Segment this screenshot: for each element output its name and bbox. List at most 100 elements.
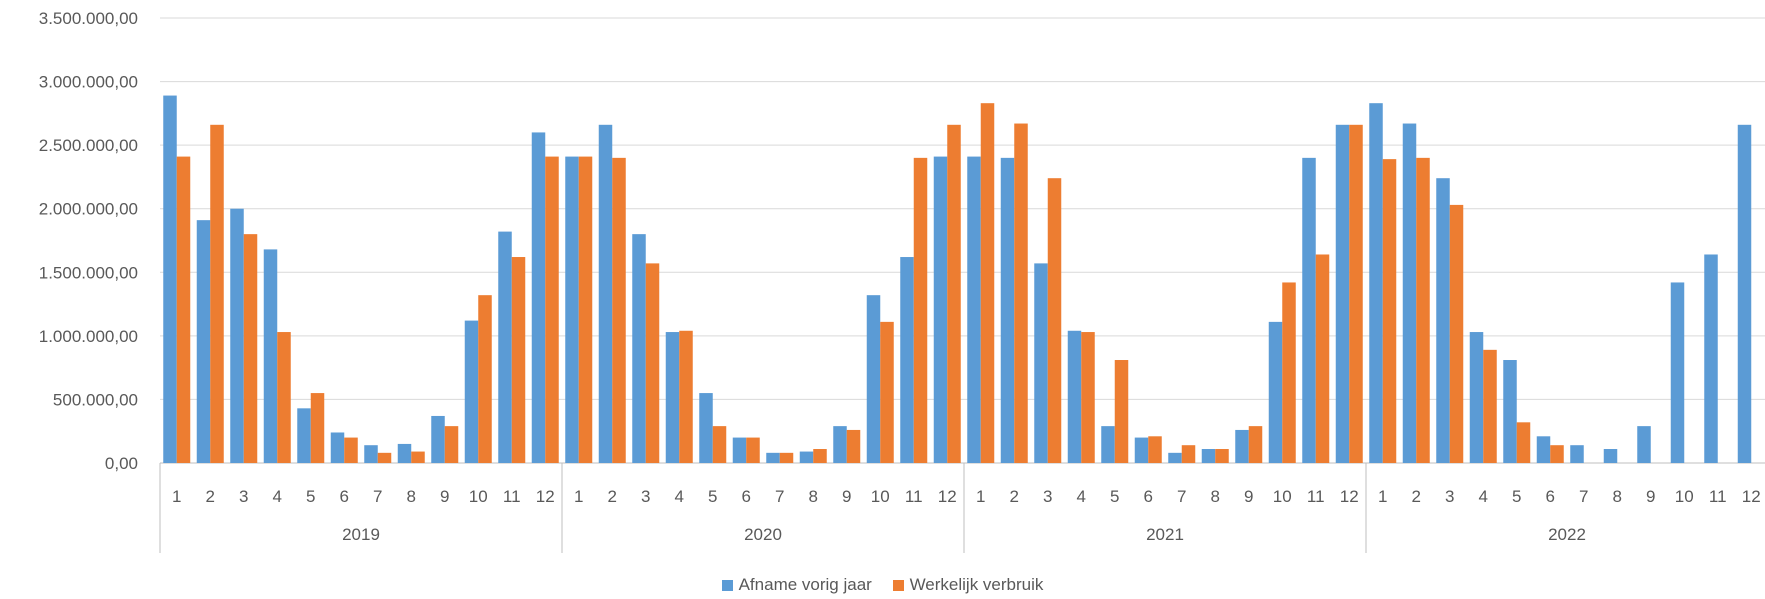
bar-series-1 [1302, 157, 1316, 463]
bar-series-1 [1235, 429, 1249, 463]
month-label: 12 [1340, 487, 1359, 506]
month-label: 9 [1244, 487, 1253, 506]
bar-series-1 [1503, 360, 1517, 463]
month-label: 10 [1273, 487, 1292, 506]
month-label: 3 [239, 487, 248, 506]
bar-series-1 [1737, 124, 1752, 464]
bar-series-1 [632, 234, 646, 463]
month-label: 8 [1211, 487, 1220, 506]
bar-series-2 [1449, 204, 1464, 463]
bar-series-1 [1000, 157, 1015, 463]
bar-series-1 [833, 426, 847, 463]
bar-series-2 [1349, 124, 1363, 464]
bar-series-2 [1114, 360, 1129, 463]
bar-series-2 [377, 452, 392, 463]
bar-series-2 [511, 257, 526, 463]
bar-series-2 [344, 437, 358, 463]
bar-series-1 [1670, 282, 1685, 463]
bar-series-2 [478, 295, 492, 463]
bar-series-1 [498, 231, 512, 463]
bar-series-1 [263, 249, 278, 463]
bar-series-2 [1148, 436, 1162, 463]
bar-series-2 [444, 426, 459, 463]
bar-series-1 [1134, 437, 1149, 463]
month-label: 9 [440, 487, 449, 506]
bar-series-2 [310, 393, 325, 463]
bar-series-2 [712, 426, 727, 463]
bar-series-1 [330, 432, 345, 463]
month-label: 12 [1742, 487, 1761, 506]
bar-series-2 [612, 157, 626, 463]
bar-series-1 [1469, 332, 1484, 463]
bar-series-1 [1704, 254, 1718, 463]
month-label: 11 [1709, 487, 1727, 506]
bar-series-2 [645, 263, 660, 463]
bar-series-2 [1047, 178, 1062, 463]
bar-series-1 [1101, 426, 1115, 463]
month-label: 2 [1412, 487, 1421, 506]
legend-label-series-1: Afname vorig jaar [738, 575, 872, 594]
bar-series-2 [947, 124, 961, 464]
month-label: 3 [1043, 487, 1052, 506]
bar-series-2 [1382, 159, 1397, 463]
year-label: 2022 [1548, 525, 1586, 544]
month-label: 3 [641, 487, 650, 506]
month-label: 4 [1479, 487, 1488, 506]
legend-swatch-series-2 [892, 579, 904, 591]
month-label: 8 [1613, 487, 1622, 506]
month-label: 6 [1546, 487, 1555, 506]
bar-series-2 [176, 156, 191, 464]
month-label: 4 [273, 487, 282, 506]
bar-series-1 [1603, 449, 1618, 463]
bar-series-1 [565, 156, 579, 464]
bar-series-2 [980, 103, 995, 463]
bar-series-2 [1215, 449, 1229, 463]
month-label: 7 [775, 487, 784, 506]
bar-series-2 [210, 124, 224, 464]
bar-series-1 [1570, 445, 1584, 463]
month-label: 2 [608, 487, 617, 506]
bar-series-2 [243, 234, 258, 463]
bar-series-2 [1081, 332, 1095, 463]
month-label: 7 [1579, 487, 1588, 506]
bar-series-1 [1067, 330, 1082, 463]
bar-series-2 [1181, 445, 1196, 463]
month-label: 5 [708, 487, 717, 506]
bar-series-2 [578, 156, 593, 464]
y-tick-label: 3.000.000,00 [39, 73, 138, 92]
month-label: 6 [340, 487, 349, 506]
month-label: 5 [306, 487, 315, 506]
month-label: 10 [1675, 487, 1694, 506]
month-label: 5 [1512, 487, 1521, 506]
month-label: 1 [172, 487, 181, 506]
bar-series-2 [1282, 282, 1296, 463]
y-tick-label: 2.000.000,00 [39, 200, 138, 219]
month-label: 6 [1144, 487, 1153, 506]
bar-series-2 [411, 451, 425, 463]
bar-series-1 [1436, 178, 1450, 463]
bar-series-2 [1014, 123, 1028, 464]
bar-series-2 [1248, 426, 1263, 463]
month-label: 3 [1445, 487, 1454, 506]
bar-series-2 [846, 429, 861, 463]
bar-series-1 [665, 332, 680, 463]
bar-series-2 [679, 330, 693, 463]
bar-chart: 0,00 500.000,00 1.000.000,00 1.500.000,00 2.… [39, 9, 1765, 553]
bar-series-1 [1536, 436, 1551, 463]
bar-series-1 [933, 156, 948, 464]
bar-series-1 [1201, 449, 1216, 463]
month-label: 9 [1646, 487, 1655, 506]
bar-series-1 [1637, 426, 1651, 463]
month-label: 12 [536, 487, 555, 506]
bar-series-1 [732, 437, 747, 463]
bar-series-1 [1168, 452, 1182, 463]
bar-series-2 [1483, 349, 1497, 463]
bar-series-2 [1416, 157, 1430, 463]
bar-series-1 [297, 408, 311, 463]
bar-series-1 [1034, 263, 1048, 463]
month-label: 2 [206, 487, 215, 506]
bar-series-2 [779, 452, 794, 463]
month-label: 12 [938, 487, 957, 506]
bar-series-1 [531, 132, 546, 463]
y-tick-label: 2.500.000,00 [39, 136, 138, 155]
